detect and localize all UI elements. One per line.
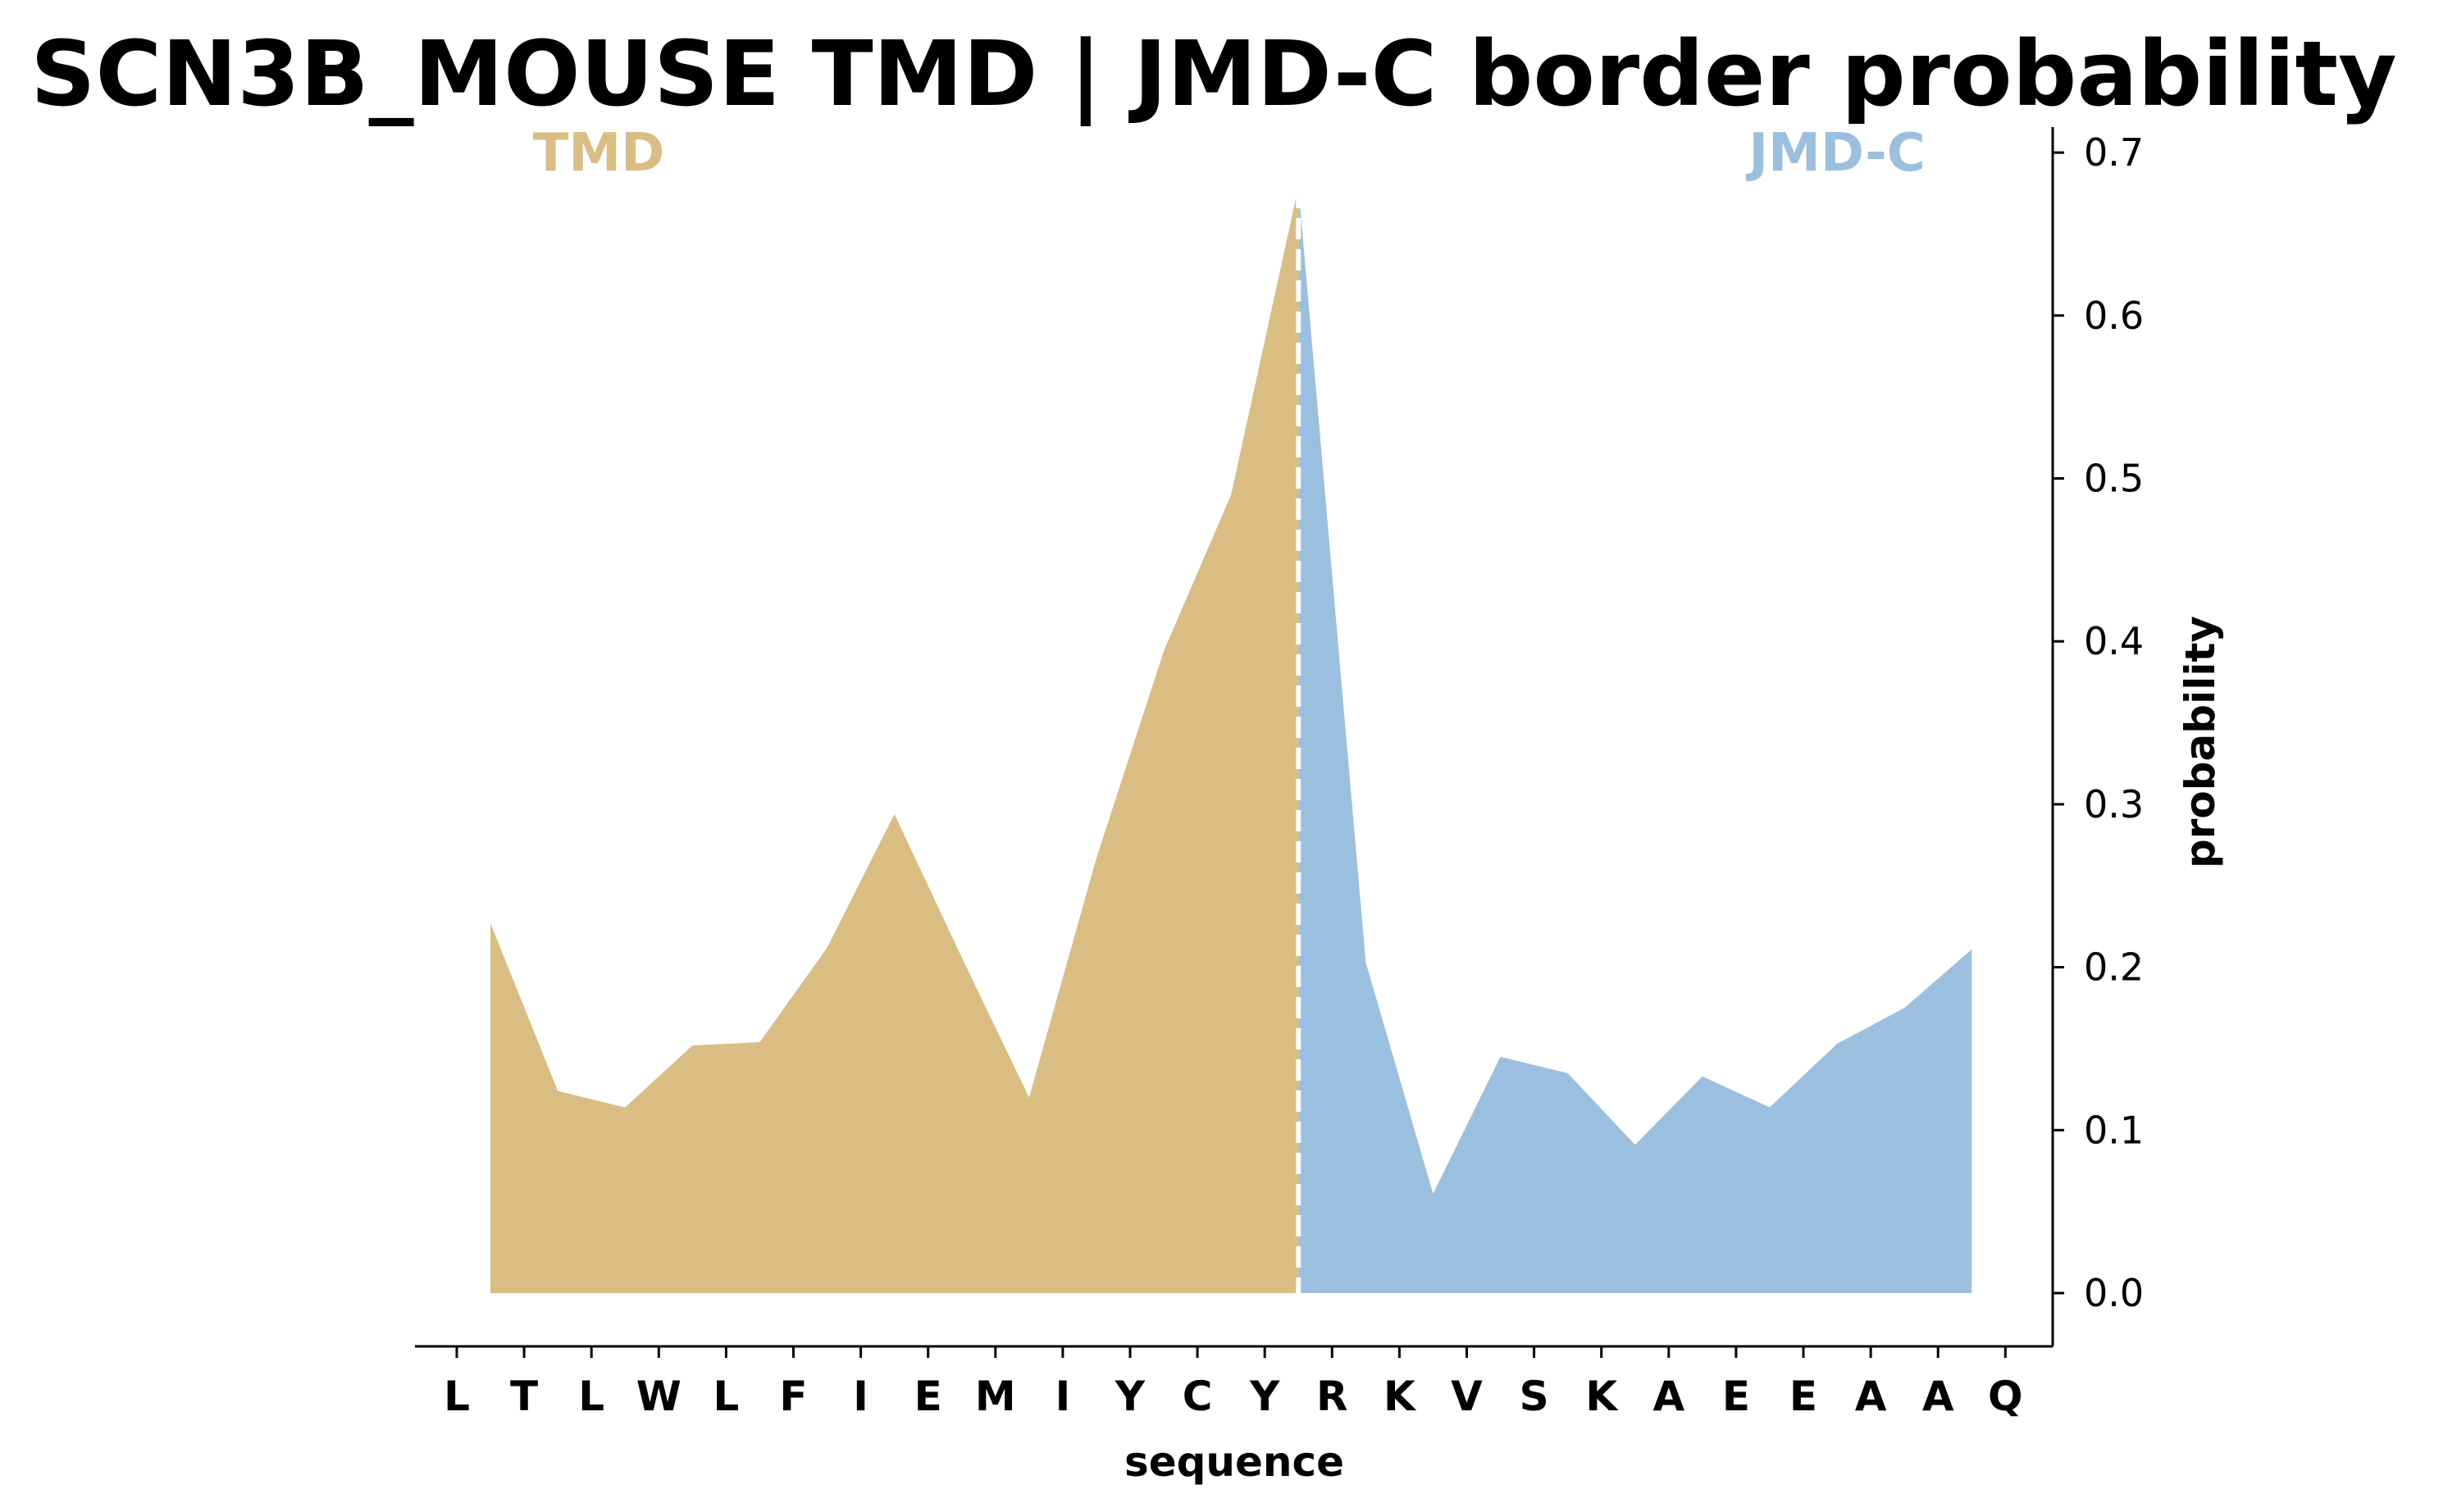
sequence-tick-label: E xyxy=(1789,1373,1817,1420)
sequence-tick-label: A xyxy=(1652,1373,1684,1420)
sequence-tick-label: L xyxy=(713,1373,739,1420)
y-tick-label: 0.3 xyxy=(2084,782,2144,827)
sequence-tick-label: W xyxy=(636,1373,681,1420)
y-tick-label: 0.0 xyxy=(2084,1271,2144,1315)
sequence-tick-label: R xyxy=(1316,1373,1348,1420)
y-ticks: 0.0 0.1 0.2 0.3 0.4 0.5 0.6 0.7 xyxy=(2053,130,2144,1315)
sequence-tick-label: A xyxy=(1922,1373,1954,1420)
sequence-tick-label: T xyxy=(510,1373,538,1420)
sequence-tick-label: Y xyxy=(1115,1373,1146,1420)
sequence-tick-label: K xyxy=(1585,1373,1619,1420)
sequence-tick-label: I xyxy=(853,1373,868,1420)
plot-area xyxy=(490,186,1972,1293)
region-label-tmd: TMD xyxy=(533,123,664,184)
sequence-tick-label: L xyxy=(578,1373,604,1420)
sequence-tick-label: C xyxy=(1183,1373,1213,1420)
sequence-tick-label: Y xyxy=(1249,1373,1280,1420)
area-jmd-c xyxy=(1298,186,1972,1293)
area-tmd xyxy=(490,186,1299,1293)
sequence-tick-label: E xyxy=(914,1373,942,1420)
y-axis-label: probability xyxy=(2177,616,2224,868)
y-tick-label: 0.7 xyxy=(2084,130,2144,175)
y-tick-label: 0.4 xyxy=(2084,619,2144,663)
sequence-tick-label: K xyxy=(1383,1373,1417,1420)
y-tick-label: 0.1 xyxy=(2084,1108,2144,1152)
sequence-tick-label: M xyxy=(975,1373,1016,1420)
sequence-tick-label: E xyxy=(1722,1373,1750,1420)
y-tick-label: 0.6 xyxy=(2084,294,2144,338)
sequence-tick-label: V xyxy=(1451,1373,1483,1420)
sequence-tick-label: F xyxy=(779,1373,807,1420)
sequence-tick-label: L xyxy=(444,1373,470,1420)
sequence-tick-label: Q xyxy=(1988,1373,2023,1420)
region-label-jmd-c: JMD-C xyxy=(1745,123,1925,184)
sequence-tick-label: I xyxy=(1055,1373,1071,1420)
chart-title: SCN3B_MOUSE TMD | JMD-C border probabili… xyxy=(30,21,2396,127)
y-tick-label: 0.2 xyxy=(2084,945,2144,990)
sequence-tick-label: S xyxy=(1520,1373,1549,1420)
sequence-tick-label: A xyxy=(1855,1373,1887,1420)
x-axis-label: sequence xyxy=(1124,1438,1344,1486)
y-tick-label: 0.5 xyxy=(2084,457,2144,501)
